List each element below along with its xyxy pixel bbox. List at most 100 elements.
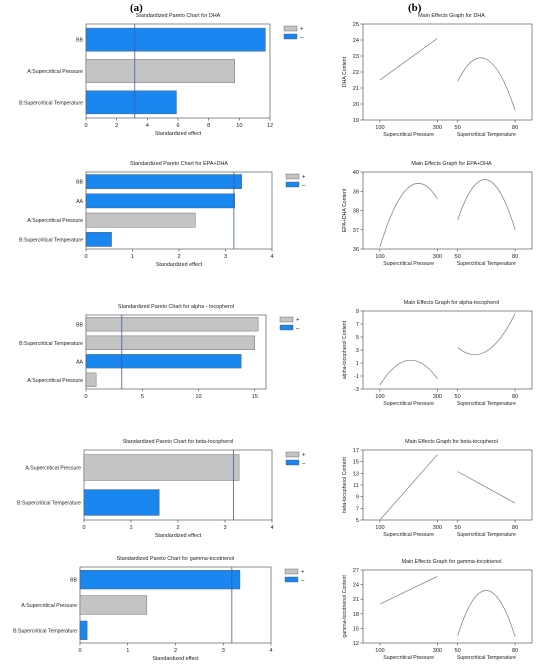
category-label: BB: [70, 578, 77, 584]
y-tick-label: 15: [353, 460, 359, 466]
y-tick-label: 24: [353, 38, 359, 44]
category-label: BB: [76, 180, 83, 186]
chart-3: Standardized Pareto Chart for beta-tocop…: [17, 439, 306, 539]
plot-frame: [362, 171, 533, 250]
x-tick-label: 100: [375, 125, 384, 131]
chart-9: Main Effects Graph for gamma-tocotrienol…: [342, 559, 533, 661]
x-tick-label: 0: [78, 648, 81, 654]
bar-1: [85, 335, 255, 350]
plot-frame: [362, 449, 533, 521]
x-tick-label: 8: [207, 123, 210, 129]
x-tick-label: 4: [146, 123, 149, 129]
factor-label: Supercritical Temperature: [457, 401, 516, 407]
y-tick-label: 25: [353, 22, 359, 28]
y-tick-label: 11: [353, 483, 359, 489]
factor-label: Supercritical Pressure: [383, 401, 434, 407]
x-tick-label: 300: [433, 254, 442, 260]
legend-label-plus: +: [302, 175, 306, 181]
x-tick-label: 10: [236, 123, 242, 129]
bar-2: [85, 354, 242, 369]
effect-curve-1: [457, 313, 516, 356]
category-label: B:Supercritical Temperature: [19, 237, 83, 243]
chart-title: Main Effects Graph for EPA+DHA: [411, 161, 492, 167]
chart-1: Standardized Pareto Chart for EPA+DHA BB A…: [19, 161, 306, 268]
y-tick-label: 21: [353, 86, 359, 92]
x-tick-label: 2: [177, 254, 180, 260]
effect-curve-0: [379, 38, 438, 81]
bar-2: [79, 620, 88, 640]
x-tick-label: 50: [455, 648, 461, 654]
chart-title: Main Effects Graph for beta-tocopherol: [405, 439, 498, 445]
factor-label: Supercritical Temperature: [457, 261, 516, 267]
y-tick-label: 23: [353, 54, 359, 60]
category-label: AA: [76, 359, 83, 365]
y-tick-label: 17: [353, 448, 359, 454]
category-label: A:Supercritical Pressure: [25, 466, 81, 472]
y-tick-label: 40: [353, 170, 359, 176]
chart-title: Standardized Pareto Chart for DHA: [136, 13, 221, 19]
effect-curve-1: [457, 179, 516, 230]
x-axis-label: Standardized effect: [156, 262, 203, 268]
y-tick-label: 38: [353, 209, 359, 215]
x-tick-label: 300: [433, 394, 442, 400]
y-axis-label: EPA+DHA Content: [342, 188, 348, 232]
x-tick-label: 2: [176, 525, 179, 531]
category-label: B:Supercritical Temperature: [19, 341, 83, 347]
legend-swatch-plus: [285, 173, 300, 180]
x-tick-label: 3: [223, 525, 226, 531]
effect-curve-1: [457, 471, 516, 504]
bar-0: [85, 317, 259, 332]
y-tick-label: 22: [353, 70, 359, 76]
factor-label: Supercritical Pressure: [383, 655, 434, 661]
y-tick-label: 21: [353, 597, 359, 603]
x-tick-label: 100: [375, 394, 384, 400]
category-label: B:Supercritical Temperature: [17, 501, 81, 507]
category-label: B:Supercritical Temperature: [13, 628, 77, 634]
bar-0: [85, 27, 266, 52]
factor-label: Supercritical Temperature: [457, 532, 516, 538]
x-tick-label: 100: [375, 525, 384, 531]
y-tick-label: 20: [353, 102, 359, 108]
y-tick-label: 37: [353, 228, 359, 234]
category-label: B:Supercritical Temperature: [19, 100, 83, 106]
bar-2: [85, 90, 177, 115]
x-tick-label: 10: [195, 394, 201, 400]
y-axis-label: alpha-tocopherol Content: [342, 320, 348, 379]
legend-label-minus: –: [301, 578, 305, 584]
bar-1: [83, 489, 160, 516]
legend-label-plus: +: [296, 318, 300, 324]
bar-2: [85, 212, 196, 228]
y-axis-label: DHA Content: [342, 56, 348, 87]
y-tick-label: 9: [356, 309, 359, 315]
legend-label-minus: –: [302, 183, 306, 189]
y-tick-label: -3: [354, 387, 359, 393]
chart-6: Main Effects Graph for EPA+DHA 36 37 38 39 40…: [342, 161, 533, 267]
x-tick-label: 3: [222, 648, 225, 654]
bar-3: [85, 372, 97, 387]
x-tick-label: 0: [84, 394, 87, 400]
x-tick-label: 15: [252, 394, 258, 400]
legend-label-plus: +: [300, 27, 304, 33]
x-tick-label: 80: [512, 525, 518, 531]
x-tick-label: 100: [375, 254, 384, 260]
category-label: A:Supercritical Pressure: [27, 378, 83, 384]
y-tick-label: 12: [353, 641, 359, 647]
legend-label-minus: –: [300, 35, 304, 41]
x-tick-label: 4: [270, 525, 273, 531]
y-tick-label: 9: [356, 495, 359, 501]
x-tick-label: 50: [455, 125, 461, 131]
x-tick-label: 3: [224, 254, 227, 260]
x-tick-label: 50: [455, 394, 461, 400]
panel-label-b: (b): [408, 2, 422, 14]
y-tick-label: 5: [356, 518, 359, 524]
x-tick-label: 0: [82, 525, 85, 531]
bar-1: [79, 595, 148, 615]
legend-label-plus: +: [302, 453, 306, 459]
y-tick-label: 15: [353, 626, 359, 632]
plot-frame: [362, 23, 533, 121]
y-tick-label: 24: [353, 583, 359, 589]
legend-swatch-plus: [279, 316, 294, 323]
x-tick-label: 1: [129, 525, 132, 531]
bar-3: [85, 232, 112, 247]
